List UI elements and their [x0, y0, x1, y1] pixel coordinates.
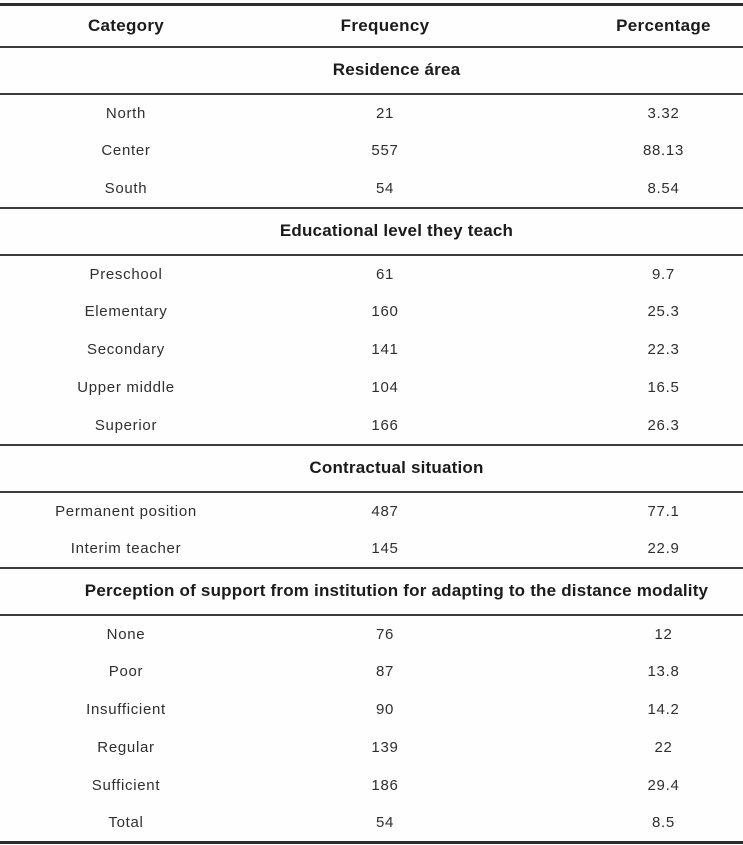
- cell-percentage: 13.8: [647, 663, 680, 680]
- section-header-row: Residence área: [0, 46, 743, 94]
- cell-frequency: 21: [375, 104, 395, 122]
- table-row: Total 54 8.5: [0, 805, 743, 843]
- cell-category: Secondary: [86, 341, 165, 358]
- cell-category: Insufficient: [86, 701, 166, 718]
- cell-frequency: 186: [371, 777, 399, 794]
- cell-percentage: 29.4: [647, 777, 680, 794]
- cell-percentage: 22.9: [647, 539, 680, 557]
- cell-frequency: 104: [371, 379, 399, 396]
- section-header-row: Educational level they teach: [0, 207, 743, 255]
- cell-percentage: 8.5: [652, 814, 675, 832]
- cell-percentage: 8.54: [647, 179, 680, 197]
- table-row: Center 557 88.13: [0, 132, 743, 170]
- cell-percentage: 9.7: [652, 265, 675, 283]
- cell-percentage: 77.1: [647, 502, 680, 520]
- table-row: Upper middle 104 16.5: [0, 369, 743, 407]
- cell-frequency: 54: [375, 814, 395, 832]
- table-row: Secondary 141 22.3: [0, 331, 743, 369]
- section-title: Educational level they teach: [279, 221, 514, 240]
- section-title: Perception of support from institution f…: [84, 581, 709, 600]
- section-title: Residence área: [332, 60, 461, 79]
- column-header-percentage: Percentage: [616, 15, 711, 35]
- table-header-row: Category Frequency Percentage: [0, 5, 743, 47]
- table-row: Preschool 61 9.7: [0, 255, 743, 293]
- cell-category: North: [105, 104, 147, 122]
- table-row: Interim teacher 145 22.9: [0, 530, 743, 568]
- cell-frequency: 76: [375, 625, 395, 643]
- table-row: Superior 166 26.3: [0, 407, 743, 445]
- cell-percentage: 16.5: [647, 379, 680, 396]
- cell-category: Superior: [94, 416, 158, 434]
- cell-category: South: [104, 179, 148, 197]
- cell-frequency: 487: [371, 502, 399, 520]
- table-row: Elementary 160 25.3: [0, 293, 743, 331]
- cell-frequency: 160: [371, 303, 399, 320]
- table-row: Permanent position 487 77.1: [0, 492, 743, 530]
- section-header-row: Perception of support from institution f…: [0, 567, 743, 615]
- cell-frequency: 90: [375, 701, 395, 718]
- cell-percentage: 25.3: [647, 303, 680, 320]
- cell-frequency: 145: [371, 539, 399, 557]
- table-row: Regular 139 22: [0, 729, 743, 767]
- table-row: North 21 3.32: [0, 94, 743, 132]
- cell-frequency: 54: [375, 179, 395, 197]
- column-header-frequency: Frequency: [340, 15, 430, 35]
- cell-frequency: 166: [371, 416, 399, 434]
- table-row: South 54 8.54: [0, 170, 743, 208]
- cell-percentage: 3.32: [647, 104, 680, 122]
- demographics-table: Category Frequency Percentage Residence ár…: [0, 3, 743, 844]
- cell-frequency: 557: [371, 142, 399, 159]
- cell-percentage: 26.3: [647, 416, 680, 434]
- cell-frequency: 141: [371, 341, 399, 358]
- cell-category: Poor: [108, 663, 144, 680]
- table-row: Sufficient 186 29.4: [0, 767, 743, 805]
- section-title: Contractual situation: [309, 458, 484, 477]
- cell-frequency: 87: [375, 663, 395, 680]
- cell-category: Center: [101, 142, 151, 159]
- cell-frequency: 61: [375, 265, 395, 283]
- cell-category: Total: [108, 814, 144, 832]
- cell-percentage: 12: [654, 625, 673, 643]
- table-row: Poor 87 13.8: [0, 653, 743, 691]
- cell-category: Elementary: [84, 303, 168, 320]
- cell-category: Permanent position: [55, 502, 197, 520]
- table-row: Insufficient 90 14.2: [0, 691, 743, 729]
- column-header-category: Category: [87, 15, 165, 35]
- cell-percentage: 14.2: [647, 701, 680, 718]
- cell-category: Interim teacher: [70, 539, 182, 557]
- section-header-row: Contractual situation: [0, 444, 743, 492]
- cell-category: Upper middle: [77, 379, 175, 396]
- cell-category: Regular: [97, 739, 155, 756]
- cell-percentage: 22.3: [647, 341, 680, 358]
- cell-frequency: 139: [371, 739, 399, 756]
- cell-percentage: 22: [654, 739, 673, 756]
- cell-percentage: 88.13: [642, 142, 685, 159]
- cell-category: None: [106, 625, 146, 643]
- table-row: None 76 12: [0, 615, 743, 653]
- cell-category: Sufficient: [91, 777, 161, 794]
- cell-category: Preschool: [89, 265, 163, 283]
